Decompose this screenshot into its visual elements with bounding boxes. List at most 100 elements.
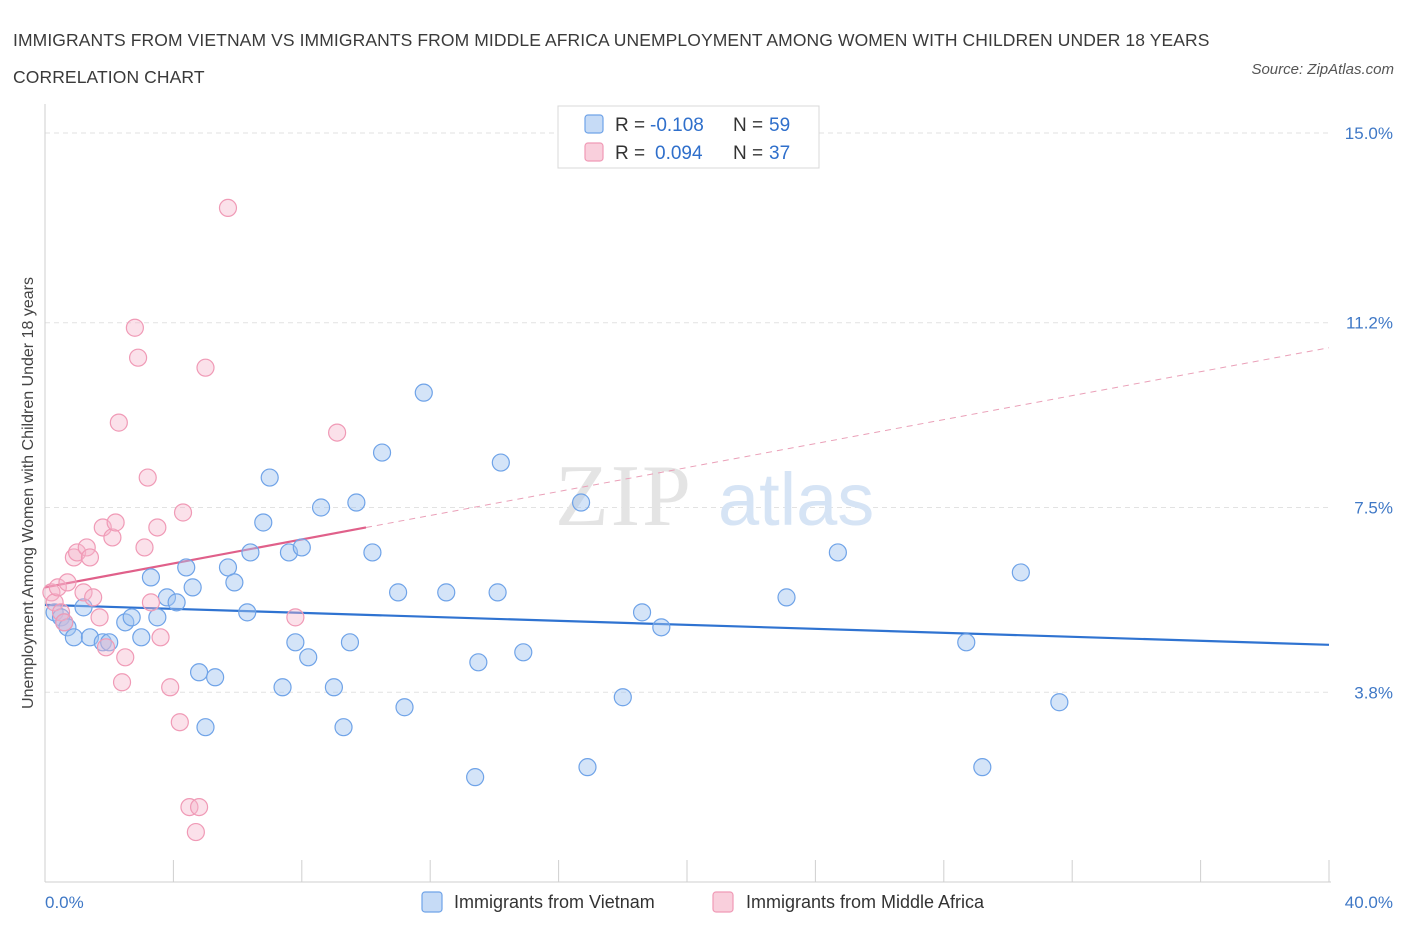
vietnam-point-45 bbox=[488, 583, 507, 602]
middle-africa-point-17 bbox=[109, 413, 128, 432]
vietnam-point-27 bbox=[273, 678, 292, 697]
watermark-atlas: atlas bbox=[718, 458, 874, 541]
x-tick-label-1: 40.0% bbox=[1345, 893, 1393, 912]
vietnam-point-37 bbox=[363, 543, 382, 562]
middle-africa-point-24 bbox=[141, 593, 161, 612]
series-legend: Immigrants from Vietnam Immigrants from … bbox=[421, 891, 985, 913]
middle-africa-point-11 bbox=[84, 588, 103, 607]
chart-title: IMMIGRANTS FROM VIETNAM VS IMMIGRANTS FR… bbox=[13, 30, 1210, 87]
vietnam-point-53 bbox=[777, 588, 796, 607]
middle-africa-point-14 bbox=[96, 638, 116, 657]
vietnam-point-48 bbox=[571, 493, 591, 512]
series-legend-swatch-middle-africa bbox=[712, 891, 734, 913]
vietnam-point-23 bbox=[238, 603, 257, 622]
vietnam-point-34 bbox=[334, 718, 353, 737]
trend-lines bbox=[44, 347, 1330, 646]
vietnam-point-35 bbox=[340, 633, 360, 652]
vietnam-point-1 bbox=[51, 608, 71, 627]
legend-r-label-1: R = bbox=[615, 115, 645, 136]
middle-africa-point-4 bbox=[55, 613, 74, 632]
legend-swatch-middle-africa bbox=[584, 142, 604, 162]
vietnam-point-50 bbox=[613, 688, 632, 707]
vietnam-point-44 bbox=[469, 653, 488, 672]
vietnam-point-17 bbox=[183, 578, 202, 597]
middle-africa-point-16 bbox=[106, 513, 125, 532]
middle-africa-point-6 bbox=[64, 548, 83, 567]
middle-africa-point-20 bbox=[125, 318, 144, 337]
vietnam-point-8 bbox=[100, 633, 119, 652]
middle-africa-trend-line bbox=[44, 526, 367, 589]
y-tick-label-0: 3.8% bbox=[1354, 683, 1393, 702]
legend-n-value-2: 37 bbox=[769, 143, 790, 164]
middle-africa-point-25 bbox=[148, 518, 167, 537]
vietnam-point-57 bbox=[1011, 563, 1030, 582]
gridlines bbox=[45, 132, 1329, 693]
middle-africa-point-19 bbox=[116, 648, 135, 667]
y-tick-label-2: 11.2% bbox=[1346, 314, 1393, 333]
vietnam-point-36 bbox=[347, 493, 366, 512]
middle-africa-point-34 bbox=[218, 198, 238, 217]
y-axis-label: Unemployment Among Women with Children U… bbox=[20, 277, 37, 709]
vietnam-point-55 bbox=[957, 633, 976, 652]
axes bbox=[44, 104, 1331, 883]
vietnam-point-3 bbox=[58, 618, 77, 637]
series-legend-label-middle-africa: Immigrants from Middle Africa bbox=[746, 892, 985, 912]
vietnam-point-38 bbox=[372, 443, 392, 462]
vietnam-point-19 bbox=[196, 718, 215, 737]
legend-r-value-1: -0.108 bbox=[650, 115, 704, 136]
source-label: Source: ZipAtlas.com bbox=[1251, 61, 1394, 78]
middle-africa-point-22 bbox=[135, 538, 154, 557]
middle-africa-point-27 bbox=[161, 678, 180, 697]
y-tick-labels: 3.8% 7.5% 11.2% 15.0% bbox=[1345, 124, 1393, 702]
middle-africa-point-31 bbox=[186, 822, 205, 842]
vietnam-point-40 bbox=[395, 698, 414, 717]
vietnam-point-51 bbox=[632, 603, 652, 622]
vietnam-point-32 bbox=[311, 498, 331, 517]
watermark: ZIP atlas bbox=[555, 448, 874, 545]
legend-n-label-1: N = bbox=[733, 115, 763, 136]
vietnam-point-56 bbox=[973, 758, 992, 777]
vietnam-point-41 bbox=[414, 383, 433, 402]
middle-africa-point-3 bbox=[51, 603, 71, 622]
vietnam-point-15 bbox=[167, 593, 186, 612]
vietnam-point-26 bbox=[260, 468, 279, 487]
vietnam-point-12 bbox=[141, 568, 161, 587]
middle-africa-point-12 bbox=[90, 608, 109, 627]
vietnam-point-16 bbox=[177, 558, 196, 577]
legend-r-label-2: R = bbox=[615, 143, 645, 164]
middle-africa-point-35 bbox=[286, 608, 305, 627]
middle-africa-point-30 bbox=[180, 797, 199, 817]
vietnam-trend-line bbox=[44, 603, 1330, 646]
vietnam-point-49 bbox=[578, 758, 597, 777]
vietnam-point-46 bbox=[491, 453, 510, 472]
vietnam-point-29 bbox=[286, 633, 305, 652]
middle-africa-point-18 bbox=[112, 673, 132, 692]
x-tick-label-0: 0.0% bbox=[45, 893, 84, 912]
vietnam-point-52 bbox=[652, 618, 671, 637]
middle-africa-point-8 bbox=[74, 583, 93, 602]
vietnam-point-20 bbox=[206, 668, 225, 687]
middle-africa-point-10 bbox=[80, 548, 100, 567]
vietnam-point-18 bbox=[189, 663, 209, 682]
middle-africa-point-21 bbox=[128, 348, 148, 367]
middle-africa-point-15 bbox=[103, 528, 122, 547]
middle-africa-point-2 bbox=[48, 578, 67, 597]
legend-n-value-1: 59 bbox=[769, 115, 790, 136]
vietnam-point-39 bbox=[389, 583, 408, 602]
vietnam-point-4 bbox=[64, 628, 83, 647]
y-tick-label-3: 15.0% bbox=[1345, 124, 1393, 143]
legend-swatch-vietnam bbox=[584, 114, 604, 134]
vietnam-point-22 bbox=[225, 573, 244, 592]
vietnam-point-42 bbox=[437, 583, 456, 602]
vietnam-point-21 bbox=[218, 558, 238, 577]
middle-africa-point-26 bbox=[151, 628, 170, 647]
data-points bbox=[42, 198, 1069, 842]
middle-africa-point-28 bbox=[170, 713, 189, 732]
vietnam-point-5 bbox=[74, 598, 93, 617]
middle-africa-trend-extension bbox=[365, 347, 1330, 528]
series-legend-swatch-vietnam bbox=[421, 891, 443, 913]
middle-africa-point-9 bbox=[77, 538, 96, 557]
vietnam-point-13 bbox=[148, 608, 167, 627]
middle-africa-point-29 bbox=[173, 503, 193, 522]
